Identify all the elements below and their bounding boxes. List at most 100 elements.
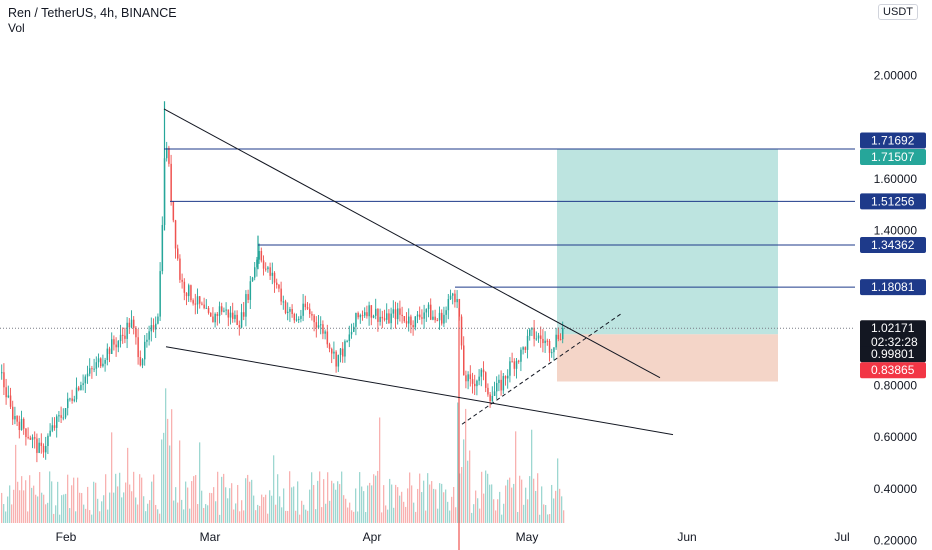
candle-body [7, 395, 10, 398]
currency-badge[interactable]: USDT [878, 4, 918, 20]
volume-bar [435, 489, 437, 523]
candle-body [306, 307, 309, 309]
volume-bar [413, 502, 415, 523]
volume-bar [281, 507, 283, 523]
volume-bar [17, 481, 19, 523]
candle-body [324, 331, 326, 334]
volume-bar [511, 487, 513, 523]
volume-bar [173, 500, 175, 523]
symbol-title[interactable]: Ren / TetherUS, 4h, BINANCE [8, 6, 177, 20]
volume-bar [371, 485, 373, 523]
volume-bar [555, 490, 557, 523]
candle-body [339, 348, 342, 355]
volume-bar [529, 476, 531, 523]
volume-bar [453, 486, 455, 523]
volume-bar [237, 484, 239, 523]
candle-body [232, 312, 234, 319]
volume-bar [297, 481, 299, 523]
price-tag-value: 0.99801 [871, 347, 915, 361]
candle-body [234, 314, 236, 319]
candle-body [243, 312, 245, 317]
candle-body [179, 258, 181, 280]
loss-zone [557, 334, 778, 382]
volume-bar [251, 479, 253, 523]
candle-body [3, 372, 5, 388]
volume-bar [319, 471, 321, 523]
candle-body [502, 376, 505, 391]
candle-body [126, 322, 128, 339]
volume-bar [539, 514, 541, 523]
volume-bar [525, 487, 527, 523]
y-tick-label: 0.20000 [874, 534, 918, 548]
candle-body [467, 374, 469, 382]
volume-label[interactable]: Vol [8, 21, 25, 35]
price-tags: 1.71692 1.71507 1.51256 1.34362 1.18081 1.021… [860, 132, 926, 379]
volume-bar [363, 491, 365, 523]
candle-body [64, 408, 67, 418]
candle-body [383, 318, 386, 320]
candle-body [377, 308, 379, 322]
x-tick-label: Jun [677, 530, 696, 544]
candle-body [225, 309, 227, 311]
candle-body [5, 387, 7, 398]
candle-body [410, 316, 412, 326]
volume-bar [493, 499, 495, 523]
candle-body [111, 339, 113, 354]
candle-body [489, 394, 491, 402]
candle-body [106, 348, 109, 361]
candle-body [291, 308, 293, 315]
volume-bar [49, 471, 51, 523]
volume-bar [351, 510, 353, 523]
candle-body [421, 317, 423, 319]
candle-body [498, 379, 500, 384]
candle-body [282, 301, 285, 303]
price-tag-value: 1.71692 [871, 134, 915, 148]
volume-bar [45, 504, 47, 523]
volume-bar [225, 487, 227, 523]
volume-bar [191, 481, 193, 523]
volume-bar [181, 499, 183, 523]
candle-body [192, 300, 194, 304]
candle-body [218, 306, 221, 316]
price-tag-bg [860, 132, 926, 149]
volume-bar [147, 503, 149, 523]
candle-body [333, 351, 335, 354]
candle-body [361, 315, 364, 317]
candle-body [430, 304, 432, 320]
volume-bar [411, 485, 413, 523]
candle-body [533, 327, 535, 339]
candle-body [115, 344, 117, 348]
volume-bar [497, 499, 499, 523]
candle-body [355, 312, 357, 327]
volume-bar [233, 509, 235, 523]
volume-bar [507, 479, 509, 523]
price-tag-bg [860, 346, 926, 363]
candle-body [133, 319, 135, 328]
candle-body [438, 312, 441, 321]
candle-body [529, 329, 531, 336]
candle-body [548, 340, 551, 353]
volume-bar [503, 503, 505, 523]
candle-body [331, 348, 333, 354]
volume-bar [401, 491, 403, 523]
candle-body [493, 391, 496, 396]
candle-body [456, 299, 458, 303]
candle-body [368, 305, 370, 317]
volume-bar [427, 473, 429, 523]
volume-bar [215, 501, 217, 523]
volume-bar [559, 488, 561, 523]
candle-body [75, 387, 78, 400]
candle-body [386, 313, 388, 320]
candle-body [471, 379, 474, 384]
candle-body [546, 340, 549, 342]
candle-body [25, 428, 27, 438]
candle-body [335, 351, 337, 367]
candle-body [507, 375, 509, 379]
candle-body [392, 309, 395, 314]
candle-body [144, 341, 146, 360]
y-tick-label: 0.40000 [874, 482, 918, 496]
candle-body [47, 435, 49, 447]
candle-body [181, 279, 183, 282]
volume-bar [311, 472, 313, 523]
